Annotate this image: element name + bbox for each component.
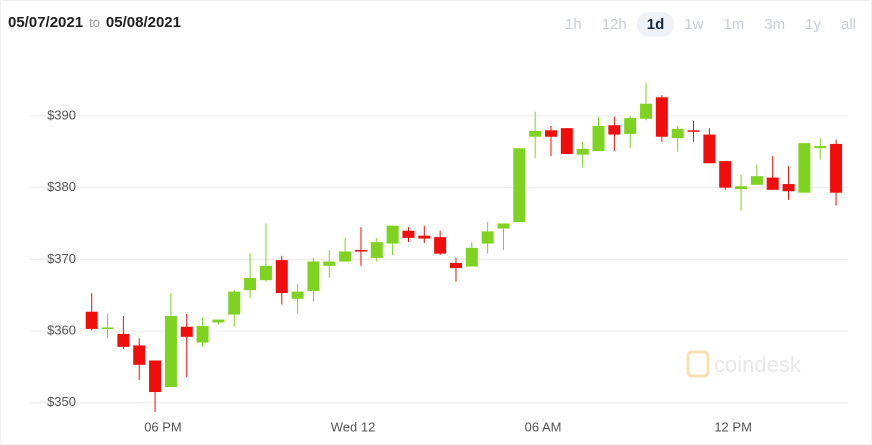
candle-body [449, 262, 462, 268]
range-button[interactable]: 1h [565, 16, 582, 33]
candle-body [244, 278, 257, 291]
candle-body [592, 125, 605, 152]
range-button[interactable]: 3m [764, 16, 786, 33]
candle-body [513, 148, 526, 223]
candle-body [624, 118, 637, 134]
candle-body [85, 311, 98, 329]
range-button[interactable]: 1w [684, 16, 704, 33]
x-tick-label: 06 AM [525, 419, 562, 434]
date-range: 05/07/2021 to 05/08/2021 [8, 14, 181, 31]
candle-body [830, 143, 843, 193]
y-tick-label: $390 [47, 107, 76, 122]
range-button[interactable]: all [840, 16, 856, 33]
connector: to [89, 15, 100, 30]
range-button[interactable]: 1m [723, 16, 745, 33]
candle-body [164, 316, 177, 388]
candle-body [640, 103, 653, 119]
candle-body [354, 250, 367, 252]
start-date: 05/07/2021 [8, 14, 84, 31]
candle-body [497, 223, 510, 229]
x-tick-label: 06 PM [144, 419, 182, 434]
candle-body [703, 134, 716, 164]
candle-body [750, 176, 763, 185]
candle-body [608, 125, 621, 135]
candle-body [149, 360, 162, 393]
candle-body [687, 130, 700, 132]
y-tick-label: $360 [47, 323, 76, 338]
candle-body [465, 247, 478, 267]
candle-body [228, 291, 241, 315]
candle-body [307, 261, 320, 291]
candle-body [529, 130, 542, 137]
candle-body [766, 177, 779, 190]
candle-body [196, 326, 209, 343]
candle-body [370, 242, 383, 258]
watermark: coindesk [714, 352, 802, 377]
candle-body [275, 260, 288, 294]
y-tick-label: $370 [47, 251, 76, 266]
candle-body [671, 128, 684, 139]
range-button[interactable]: 1y [805, 16, 821, 33]
y-tick-label: $380 [47, 179, 76, 194]
candle-body [101, 327, 114, 329]
candle-body [212, 319, 225, 323]
end-date: 05/08/2021 [105, 14, 181, 31]
candle-body [323, 261, 336, 266]
range-button[interactable]: 1d [636, 12, 675, 37]
candle-body [386, 225, 399, 244]
candle-body [481, 231, 494, 244]
candle-body [735, 186, 748, 190]
candle-body [719, 161, 732, 188]
candle-body [117, 333, 130, 347]
candle-body [259, 265, 272, 281]
range-buttons: 1h 12h 1d 1w 1m 3m 1y all [555, 12, 866, 37]
candle-body [798, 143, 811, 193]
candle-body [180, 326, 193, 337]
candle-body [418, 235, 431, 239]
y-tick-label: $350 [47, 394, 76, 409]
candle-body [576, 148, 589, 155]
candle-body [402, 230, 415, 238]
candle-body [782, 184, 795, 192]
candle-body [560, 128, 573, 154]
watermark-logo: coindesk [686, 350, 802, 378]
x-tick-label: Wed 12 [331, 419, 376, 434]
candle-body [655, 97, 668, 137]
candle-body [544, 130, 557, 137]
range-button[interactable]: 12h [601, 16, 627, 33]
candle-body [291, 291, 304, 299]
candle-body [133, 345, 146, 365]
x-tick-label: 12 PM [714, 419, 752, 434]
candle-body [434, 237, 447, 254]
candle-body [339, 251, 352, 262]
candle-body [814, 146, 827, 149]
